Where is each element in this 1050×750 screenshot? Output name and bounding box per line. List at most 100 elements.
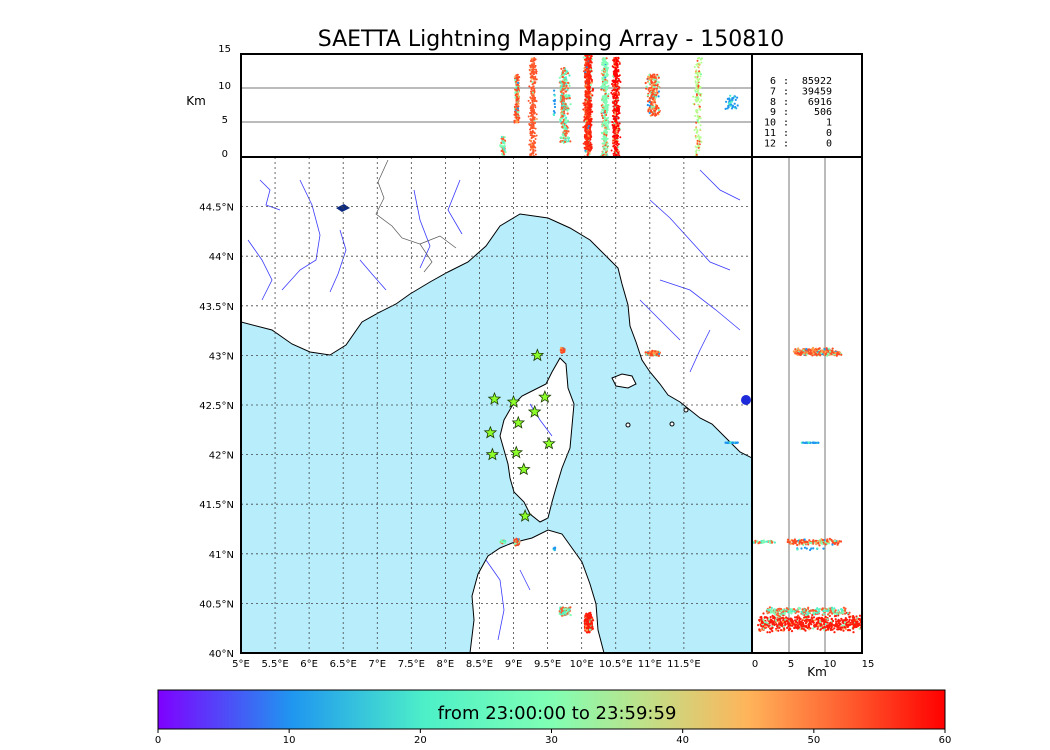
lightning-source-latitude — [826, 349, 829, 352]
lightning-source-altitude — [560, 112, 564, 115]
lightning-source-altitude — [611, 135, 614, 138]
lightning-source-altitude — [568, 94, 571, 97]
lightning-source-altitude — [501, 152, 504, 156]
lightning-source-altitude — [610, 149, 613, 152]
lightning-source-altitude — [612, 145, 615, 148]
lightning-source-altitude — [535, 113, 538, 116]
lightning-source-altitude — [614, 150, 617, 153]
lightning-source-altitude — [603, 95, 606, 98]
lightning-source-altitude — [532, 117, 534, 120]
lightning-source-altitude — [587, 129, 590, 132]
station-count-row: 11:0 — [764, 128, 832, 139]
lightning-source-altitude — [533, 59, 536, 62]
lightning-source-altitude — [649, 110, 653, 113]
lightning-source-altitude — [698, 105, 701, 108]
lon-tick-label: 10°E — [570, 659, 594, 670]
lightning-source-altitude — [567, 140, 570, 143]
source-count: 39459 — [802, 86, 832, 97]
lightning-source-altitude — [563, 69, 567, 72]
lightning-source-altitude — [565, 90, 568, 93]
lightning-source-altitude — [648, 97, 652, 100]
lightning-source-altitude — [618, 79, 621, 82]
lightning-source-altitude — [530, 65, 532, 68]
lon-tick-label: 5°E — [232, 659, 250, 670]
lightning-source-altitude — [697, 74, 699, 77]
lightning-source-altitude — [530, 139, 533, 142]
lightning-source-latitude — [791, 539, 794, 542]
lon-tick-label: 11.5°E — [667, 659, 701, 670]
lightning-source-altitude — [588, 151, 591, 154]
latitude-altitude-panel: 0 5 10 15 Km — [751, 156, 874, 679]
lightning-source-altitude — [604, 130, 607, 132]
lightning-source-altitude — [566, 88, 569, 91]
lightning-source-altitude — [695, 127, 698, 130]
lightning-source-altitude — [583, 67, 586, 70]
lightning-source-altitude — [694, 89, 697, 92]
lightning-source-altitude — [532, 75, 535, 78]
lightning-source — [502, 541, 506, 544]
station-number: 7 — [770, 86, 776, 97]
lightning-source-altitude — [534, 153, 537, 156]
lightning-source-altitude — [731, 104, 735, 107]
lightning-source-altitude — [613, 122, 616, 125]
lightning-source-altitude — [585, 66, 588, 69]
lightning-source-altitude — [583, 58, 586, 61]
lightning-source-altitude — [589, 118, 593, 121]
lightning-source-altitude — [700, 92, 703, 95]
lightning-source-altitude — [562, 78, 565, 81]
lightning-source-altitude — [562, 92, 565, 95]
lightning-source-altitude — [588, 61, 591, 63]
lightning-source — [569, 613, 572, 617]
lightning-source-altitude — [517, 86, 520, 89]
elba-island — [611, 373, 637, 389]
lightning-source-altitude — [616, 94, 619, 97]
lightning-source-altitude — [586, 74, 589, 77]
lightning-source-altitude — [734, 98, 737, 101]
lightning-source-altitude — [553, 89, 556, 92]
lightning-source-altitude — [603, 118, 606, 121]
lightning-source-altitude — [605, 67, 608, 69]
lightning-source-altitude — [602, 146, 605, 149]
lightning-source-latitude — [798, 541, 801, 545]
lightning-source-altitude — [652, 112, 655, 115]
lightning-source-altitude — [649, 77, 652, 80]
lightning-source-altitude — [696, 77, 699, 80]
lat-tick-label: 44°N — [209, 252, 234, 263]
lightning-source-altitude — [531, 151, 534, 154]
lightning-source-altitude — [648, 101, 651, 104]
lightning-source-altitude — [560, 136, 563, 139]
lightning-source-altitude — [589, 145, 591, 148]
lightning-source-altitude — [566, 112, 569, 115]
lightning-source-altitude — [515, 95, 519, 98]
lightning-source-altitude — [529, 60, 532, 62]
lightning-source-altitude — [607, 66, 610, 69]
lightning-source-altitude — [614, 79, 617, 82]
lightning-source-altitude — [589, 104, 593, 107]
lightning-source-altitude — [560, 117, 563, 120]
lightning-source-altitude — [604, 104, 607, 107]
lightning-source-altitude — [586, 117, 589, 120]
lightning-source-altitude — [529, 132, 532, 135]
lightning-source-altitude — [586, 68, 588, 71]
lightning-source-altitude — [531, 57, 534, 60]
separator: : — [783, 86, 789, 97]
lightning-source-altitude — [533, 82, 536, 85]
lightning-source-altitude — [650, 105, 653, 108]
lightning-source-altitude — [604, 78, 607, 81]
lightning-source-altitude — [615, 57, 618, 60]
lightning-source-altitude — [615, 115, 617, 118]
figure-title: SAETTA Lightning Mapping Array - 150810 — [318, 27, 785, 52]
lightning-source-altitude — [514, 79, 517, 82]
lightning-source-altitude — [603, 72, 606, 75]
lightning-source-altitude — [612, 141, 615, 144]
lightning-source-altitude — [607, 116, 610, 119]
lightning-source-altitude — [559, 120, 562, 123]
lightning-source-altitude — [530, 146, 533, 149]
lightning-source-altitude — [699, 86, 702, 89]
lightning-source-latitude — [812, 540, 815, 543]
separator: : — [783, 128, 789, 139]
station-count-row: 12:0 — [764, 138, 832, 149]
lightning-source-altitude — [582, 126, 585, 129]
source-count: 506 — [814, 107, 832, 118]
lightning-source-altitude — [601, 117, 604, 120]
